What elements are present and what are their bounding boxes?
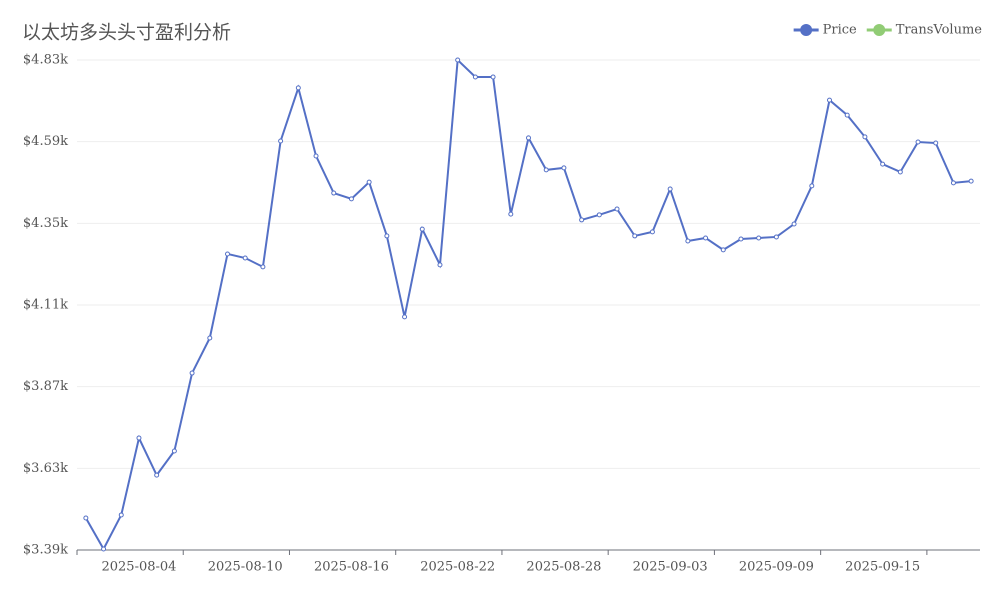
point — [419, 226, 425, 232]
x-tick-label: 2025-08-16 — [314, 560, 389, 575]
point — [189, 370, 195, 376]
point — [490, 74, 496, 80]
point — [331, 190, 337, 196]
point — [791, 221, 797, 227]
y-tick-label: $4.83k — [23, 53, 68, 68]
point — [632, 233, 638, 239]
point — [685, 238, 691, 244]
point — [260, 264, 266, 270]
point — [508, 211, 514, 217]
point — [136, 435, 142, 441]
point — [773, 234, 779, 240]
x-tick-label: 2025-08-22 — [420, 560, 495, 575]
point — [915, 139, 921, 145]
chart-title: 以太坊多头头寸盈利分析 — [22, 22, 231, 44]
point — [526, 135, 531, 141]
y-tick-label: $3.87k — [23, 379, 68, 394]
point — [809, 183, 815, 189]
point — [366, 179, 372, 185]
point — [950, 180, 956, 186]
point — [171, 448, 177, 454]
point — [207, 335, 213, 341]
legend-label: Price — [823, 23, 857, 38]
point — [348, 196, 354, 202]
x-tick-label: 2025-08-28 — [526, 560, 601, 575]
point — [880, 161, 886, 167]
y-tick-label: $3.39k — [23, 543, 68, 558]
x-tick-label: 2025-09-09 — [739, 560, 814, 575]
point — [738, 236, 744, 242]
point — [543, 167, 549, 173]
point — [313, 153, 319, 159]
point — [437, 262, 443, 268]
legend-swatch-dot — [873, 24, 886, 36]
point — [225, 251, 230, 257]
point — [101, 546, 107, 552]
point — [933, 140, 939, 146]
point — [472, 74, 478, 80]
point — [83, 515, 89, 521]
point — [968, 178, 974, 184]
point — [455, 57, 461, 63]
point — [667, 186, 673, 192]
price-line — [84, 57, 972, 552]
point — [720, 247, 726, 253]
point — [649, 229, 655, 235]
point — [827, 97, 832, 103]
point — [295, 85, 301, 91]
x-tick-label: 2025-09-03 — [633, 560, 708, 575]
legend-label: TransVolume — [896, 23, 983, 38]
point — [703, 235, 709, 241]
point — [862, 134, 868, 140]
legend-swatch-dot — [800, 24, 813, 36]
y-tick-label: $4.11k — [23, 298, 68, 313]
y-tick-label: $4.35k — [23, 216, 68, 231]
point — [614, 206, 620, 212]
x-tick-label: 2025-08-04 — [101, 560, 176, 575]
point — [844, 112, 850, 118]
point — [278, 138, 284, 144]
point — [897, 169, 903, 175]
x-tick-label: 2025-08-10 — [208, 560, 283, 575]
point — [384, 233, 390, 239]
point — [154, 472, 160, 478]
point — [756, 235, 762, 241]
point — [242, 255, 248, 261]
y-tick-label: $3.63k — [23, 461, 68, 476]
point — [402, 314, 408, 320]
point — [118, 512, 124, 518]
point — [561, 165, 567, 171]
y-tick-label: $4.59k — [23, 134, 68, 149]
point — [579, 217, 585, 223]
x-tick-label: 2025-09-15 — [845, 560, 920, 575]
point — [596, 212, 602, 218]
